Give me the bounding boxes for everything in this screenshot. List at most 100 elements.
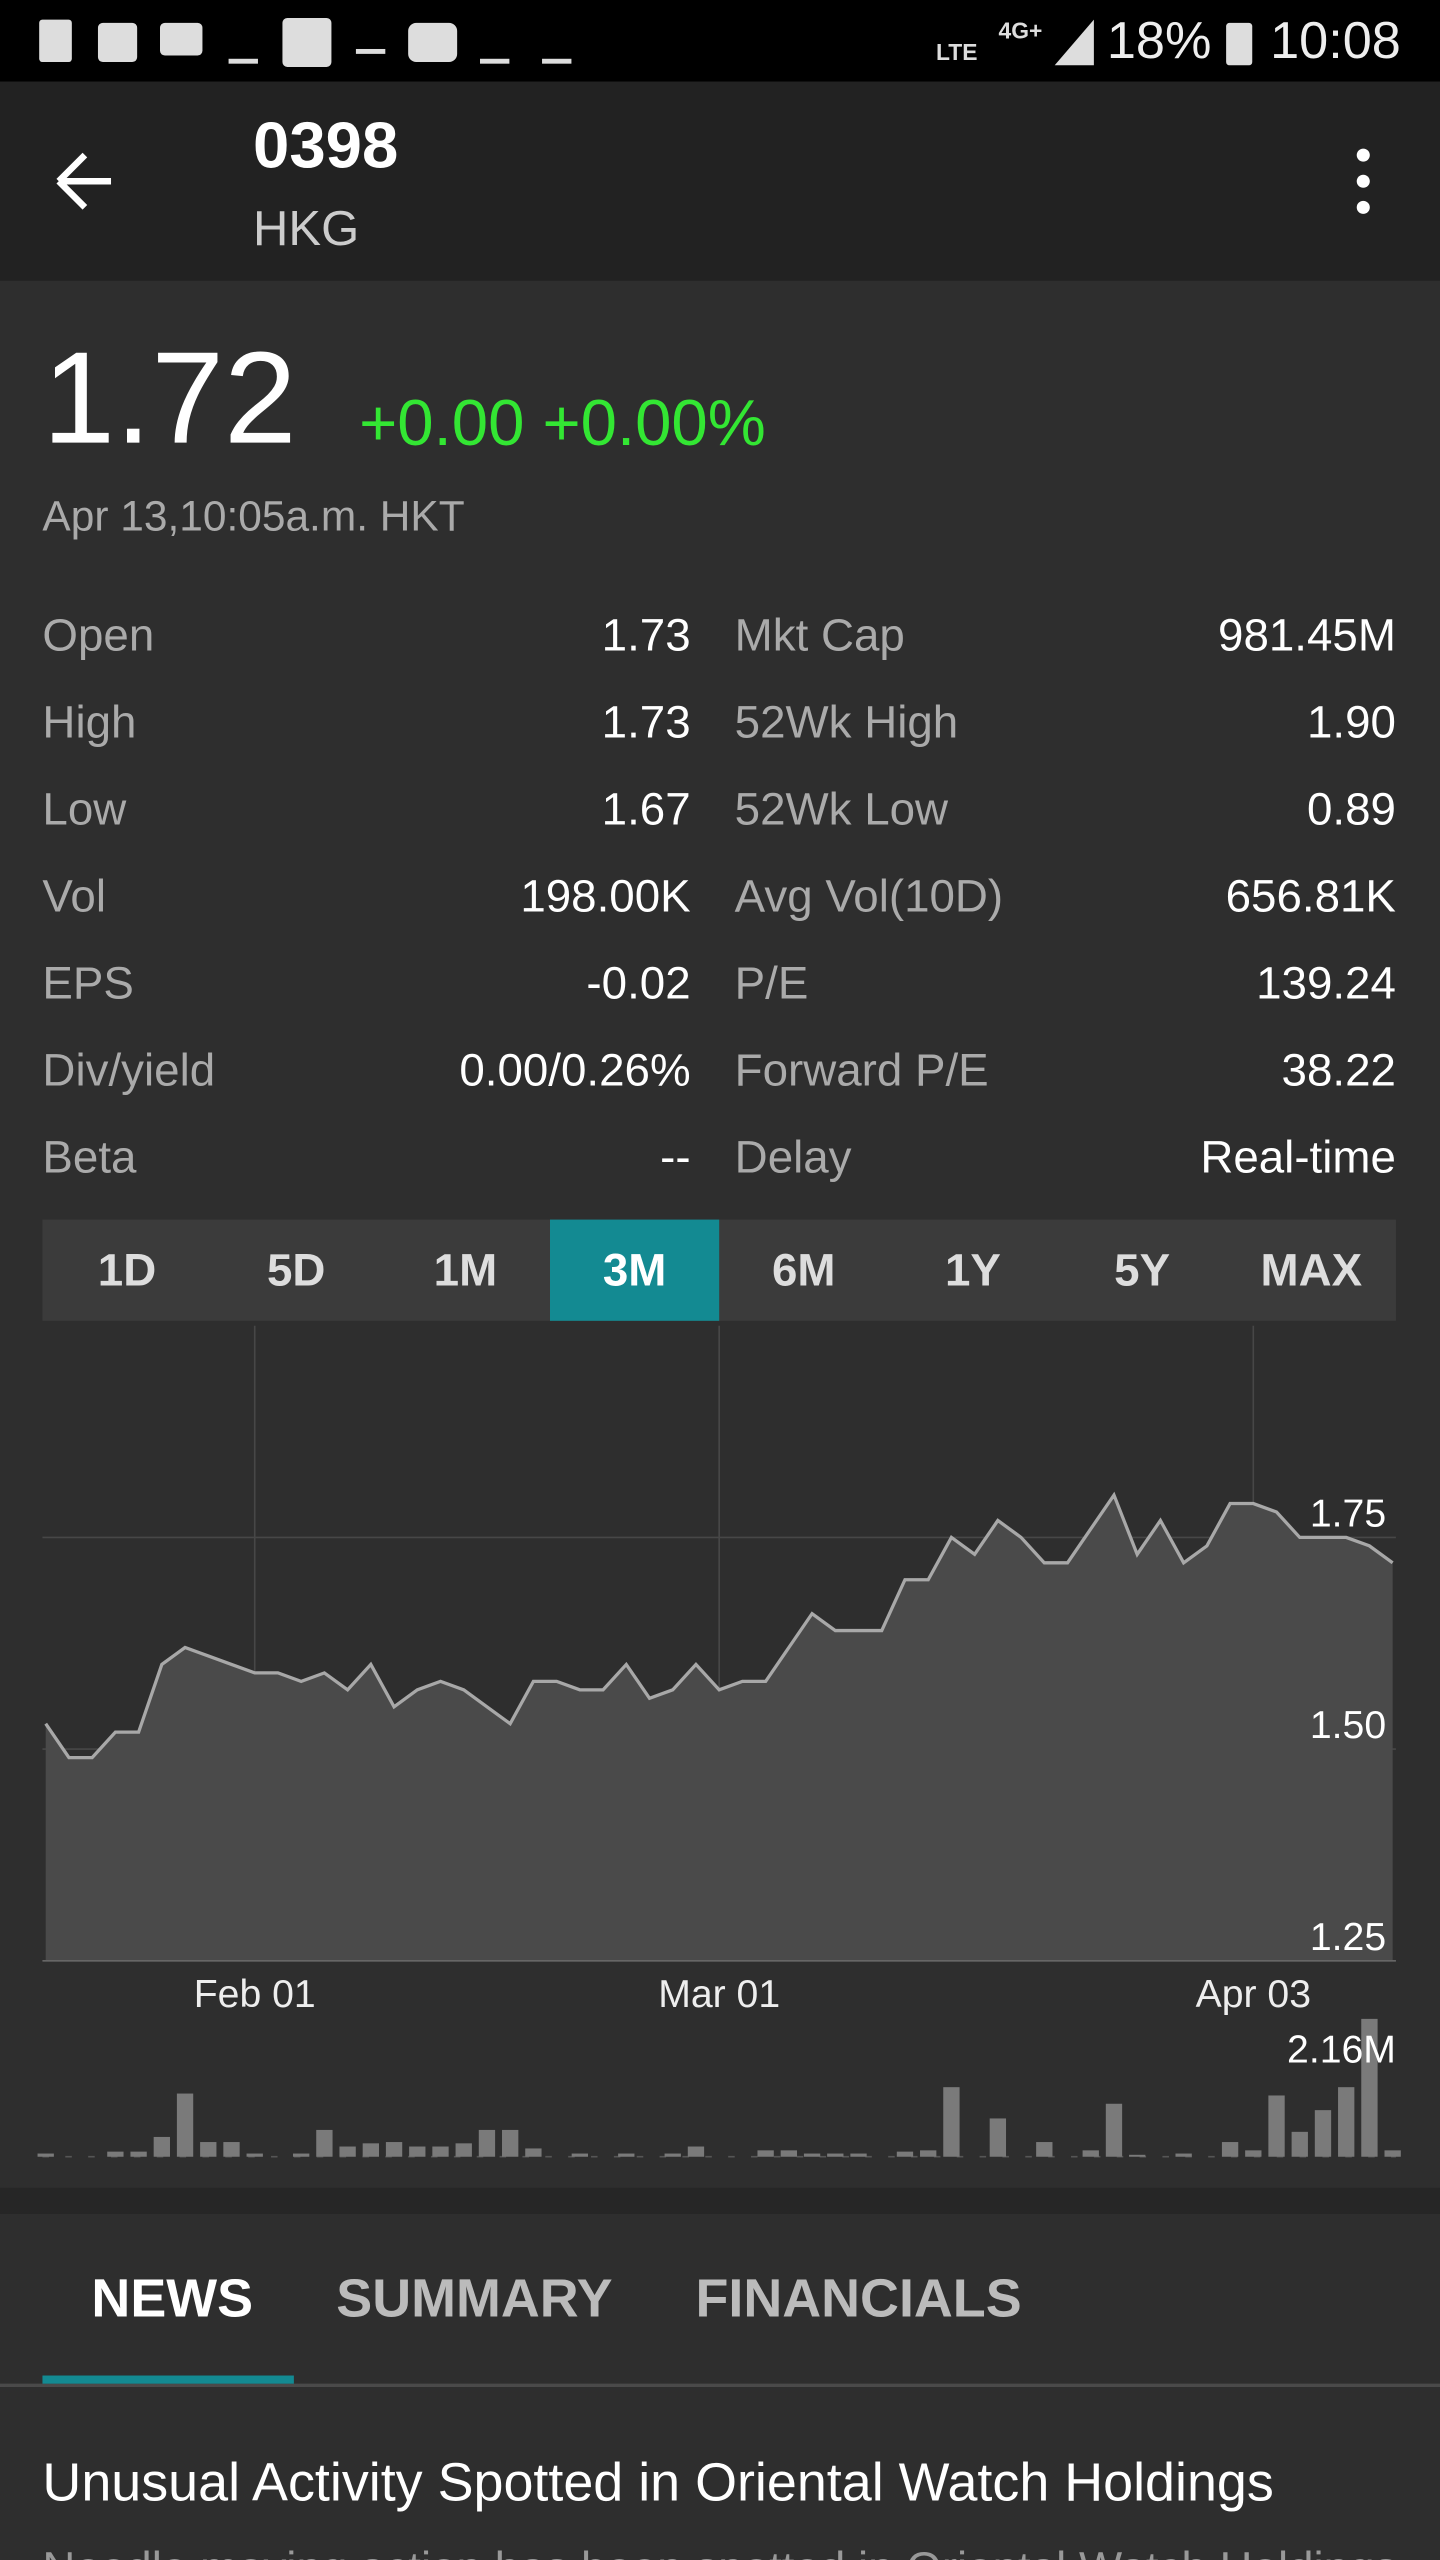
stat-label: Avg Vol(10D): [735, 871, 1003, 922]
stat-value: 1.67: [602, 783, 691, 834]
area-fill: [45, 1495, 1393, 1961]
volume-bar: [385, 2142, 403, 2157]
volume-bar: [1175, 2153, 1192, 2157]
x-tick-label: Mar 01: [658, 1973, 780, 2016]
stat-label: 52Wk High: [735, 696, 959, 747]
tab-indicator: [42, 2375, 294, 2384]
volume-bar: [1291, 2131, 1308, 2157]
news-snippet: Needle moving action has been spotted in…: [42, 2543, 1397, 2560]
price: 1.72: [42, 325, 296, 471]
stat-label: EPS: [42, 958, 133, 1009]
network: 4G+: [998, 18, 1042, 44]
stat-value: 38.22: [1282, 1045, 1396, 1096]
volume-bar: [153, 2136, 170, 2157]
volume-bar: [339, 2146, 356, 2157]
volume-bar: [1245, 2150, 1262, 2157]
volume-bar: [780, 2150, 798, 2157]
stat-value: 139.24: [1256, 958, 1396, 1009]
tab[interactable]: NEWS: [91, 2268, 253, 2328]
range-button[interactable]: 1D: [98, 1245, 156, 1296]
volume-bar: [502, 2129, 519, 2157]
volume-bar: [1036, 2142, 1053, 2157]
stat-label: Delay: [735, 1132, 852, 1183]
stat-value: 1.90: [1307, 696, 1396, 747]
status-bar: [0, 0, 1440, 82]
volume-bar: [223, 2142, 240, 2157]
range-button[interactable]: 1Y: [945, 1245, 1001, 1296]
x-tick-label: Feb 01: [194, 1973, 316, 2016]
volume-bar: [1338, 2087, 1355, 2157]
back-button[interactable]: [56, 152, 112, 210]
volume-bar: [1361, 2018, 1378, 2157]
status-icons: [39, 17, 1253, 67]
tab[interactable]: FINANCIALS: [696, 2268, 1022, 2328]
range-selected: [550, 1219, 720, 1321]
volume-bar: [200, 2142, 217, 2157]
stat-label: Mkt Cap: [735, 609, 905, 660]
volume-bar: [1268, 2095, 1285, 2157]
timestamp: Apr 13,10:05a.m. HKT: [42, 492, 464, 539]
volume-bar: [107, 2151, 124, 2157]
volume-bar: [757, 2150, 774, 2157]
volume-bar: [37, 2153, 54, 2157]
battery: 18%: [1107, 12, 1212, 70]
volume-bar: [1221, 2142, 1239, 2157]
volume-bar: [362, 2143, 380, 2157]
stat-value: 0.89: [1307, 783, 1396, 834]
volume-label: 2.16M: [1287, 2029, 1396, 2072]
stat-value: 1.73: [602, 696, 691, 747]
stat-value: 656.81K: [1226, 871, 1396, 922]
news-headline[interactable]: Unusual Activity Spotted in Oriental Wat…: [42, 2453, 1273, 2513]
volume-bar: [664, 2153, 681, 2157]
stat-label: 52Wk Low: [735, 783, 949, 834]
volume-bar: [1129, 2154, 1146, 2157]
volume-bar: [316, 2129, 333, 2157]
volume-bar: [293, 2153, 310, 2157]
stat-label: Forward P/E: [735, 1045, 989, 1096]
menu-button[interactable]: [1356, 148, 1370, 214]
app-bar: [0, 81, 1440, 281]
stat-value: 0.00/0.26%: [459, 1045, 690, 1096]
volte: LTE: [936, 39, 977, 65]
volume-bar: [618, 2153, 635, 2157]
stat-label: Div/yield: [42, 1045, 215, 1096]
volume-bar: [455, 2143, 472, 2157]
stat-label: P/E: [735, 958, 809, 1009]
tab[interactable]: SUMMARY: [336, 2268, 612, 2328]
stat-label: Open: [42, 609, 154, 660]
volume-bar: [1314, 2110, 1332, 2157]
range-button[interactable]: 1M: [434, 1245, 498, 1296]
volume-bar: [246, 2153, 263, 2157]
volume-bar: [803, 2153, 821, 2157]
range-button[interactable]: 5Y: [1114, 1245, 1170, 1296]
volume-bar: [176, 2093, 194, 2157]
range-button[interactable]: 3M: [603, 1245, 667, 1296]
stat-label: Vol: [42, 871, 106, 922]
stat-value: 981.45M: [1218, 609, 1396, 660]
time: 10:08: [1270, 12, 1401, 70]
volume-bar: [525, 2148, 542, 2157]
stat-label: Beta: [42, 1132, 137, 1183]
y-tick-label: 1.25: [1310, 1916, 1386, 1959]
volume-bar: [943, 2087, 960, 2157]
range-button[interactable]: 5D: [267, 1245, 325, 1296]
volume-bar: [130, 2151, 147, 2157]
stat-value: --: [660, 1132, 690, 1183]
volume-bar: [432, 2146, 449, 2157]
volume-bar: [1082, 2150, 1099, 2157]
y-tick-label: 1.50: [1310, 1704, 1386, 1747]
stat-value: 198.00K: [520, 871, 690, 922]
range-button[interactable]: 6M: [772, 1245, 836, 1296]
range-button[interactable]: MAX: [1261, 1245, 1363, 1296]
stat-value: 1.73: [602, 609, 691, 660]
change: +0.00 +0.00%: [359, 386, 766, 459]
volume-bar: [850, 2153, 867, 2157]
y-tick-label: 1.75: [1310, 1493, 1386, 1536]
volume-bar: [409, 2146, 426, 2157]
divider: [0, 2187, 1440, 2214]
volume-bar: [827, 2153, 844, 2157]
stat-value: -0.02: [586, 958, 690, 1009]
stat-label: High: [42, 696, 136, 747]
